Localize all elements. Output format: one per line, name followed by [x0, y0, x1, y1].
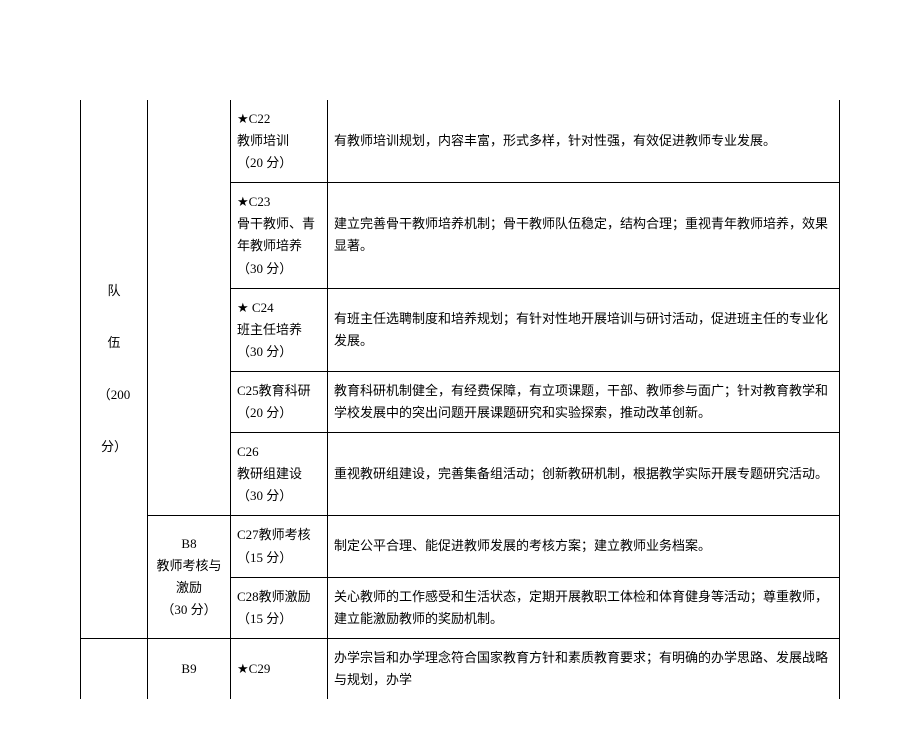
b8-label: B8教师考核与激励（30 分）: [156, 536, 221, 617]
table-row: B9 ★C29 办学宗旨和办学理念符合国家教育方针和素质教育要求；有明确的办学思…: [81, 638, 840, 699]
c24-desc: 有班主任选聘制度和培养规划；有针对性地开展培训与研讨活动，促进班主任的专业化发展…: [334, 311, 828, 348]
cell-b8: B8教师考核与激励（30 分）: [148, 516, 231, 638]
cell-c23-desc: 建立完善骨干教师培养机制；骨干教师队伍稳定，结构合理；重视青年教师培养，效果显著…: [328, 183, 840, 288]
c26-code: C26教研组建设（30 分）: [237, 444, 302, 503]
cell-c24-desc: 有班主任选聘制度和培养规划；有针对性地开展培训与研讨活动，促进班主任的专业化发展…: [328, 288, 840, 371]
cell-c27-desc: 制定公平合理、能促进教师发展的考核方案；建立教师业务档案。: [328, 516, 840, 577]
c25-desc: 教育科研机制健全，有经费保障，有立项课题，干部、教师参与面广；针对教育教学和学校…: [334, 383, 828, 420]
b9-label: B9: [181, 661, 196, 676]
c29-code: ★C29: [237, 661, 270, 676]
c29-desc: 办学宗旨和办学理念符合国家教育方针和素质教育要求；有明确的办学思路、发展战略与规…: [334, 650, 828, 687]
cell-a-lower: [81, 638, 148, 699]
cell-category-b-upper: [148, 100, 231, 516]
cell-c28-desc: 关心教师的工作感受和生活状态，定期开展教职工体检和体育健身等活动；尊重教师，建立…: [328, 577, 840, 638]
cell-c27-code: C27教师考核（15 分）: [231, 516, 328, 577]
c27-code: C27教师考核（15 分）: [237, 527, 311, 564]
c25-code: C25教育科研（20 分）: [237, 383, 311, 420]
cell-c22-desc: 有教师培训规划，内容丰富，形式多样，针对性强，有效促进教师专业发展。: [328, 100, 840, 183]
cell-c23-code: ★C23骨干教师、青年教师培养（30 分）: [231, 183, 328, 288]
cell-c28-code: C28教师激励（15 分）: [231, 577, 328, 638]
evaluation-table: 队伍（200分） ★C22教师培训（20 分） 有教师培训规划，内容丰富，形式多…: [80, 100, 840, 699]
c22-code: ★C22教师培训（20 分）: [237, 111, 292, 170]
cell-c29-code: ★C29: [231, 638, 328, 699]
cell-c24-code: ★ C24班主任培养（30 分）: [231, 288, 328, 371]
c28-desc: 关心教师的工作感受和生活状态，定期开展教职工体检和体育健身等活动；尊重教师，建立…: [334, 589, 828, 626]
cell-c26-code: C26教研组建设（30 分）: [231, 433, 328, 516]
cell-c25-desc: 教育科研机制健全，有经费保障，有立项课题，干部、教师参与面广；针对教育教学和学校…: [328, 371, 840, 432]
category-a-label: 队伍（200分）: [98, 283, 131, 454]
c26-desc: 重视教研组建设，完善集备组活动；创新教研机制，根据教学实际开展专题研究活动。: [334, 466, 828, 481]
cell-c25-code: C25教育科研（20 分）: [231, 371, 328, 432]
cell-category-a: 队伍（200分）: [81, 100, 148, 638]
table-row: 队伍（200分） ★C22教师培训（20 分） 有教师培训规划，内容丰富，形式多…: [81, 100, 840, 183]
cell-c26-desc: 重视教研组建设，完善集备组活动；创新教研机制，根据教学实际开展专题研究活动。: [328, 433, 840, 516]
table-row: B8教师考核与激励（30 分） C27教师考核（15 分） 制定公平合理、能促进…: [81, 516, 840, 577]
cell-c22-code: ★C22教师培训（20 分）: [231, 100, 328, 183]
cell-b9: B9: [148, 638, 231, 699]
c28-code: C28教师激励（15 分）: [237, 589, 311, 626]
c27-desc: 制定公平合理、能促进教师发展的考核方案；建立教师业务档案。: [334, 538, 711, 553]
c23-code: ★C23骨干教师、青年教师培养（30 分）: [237, 194, 315, 275]
cell-c29-desc: 办学宗旨和办学理念符合国家教育方针和素质教育要求；有明确的办学思路、发展战略与规…: [328, 638, 840, 699]
c23-desc: 建立完善骨干教师培养机制；骨干教师队伍稳定，结构合理；重视青年教师培养，效果显著…: [334, 216, 828, 253]
c22-desc: 有教师培训规划，内容丰富，形式多样，针对性强，有效促进教师专业发展。: [334, 133, 776, 148]
c24-code: ★ C24班主任培养（30 分）: [237, 300, 302, 359]
